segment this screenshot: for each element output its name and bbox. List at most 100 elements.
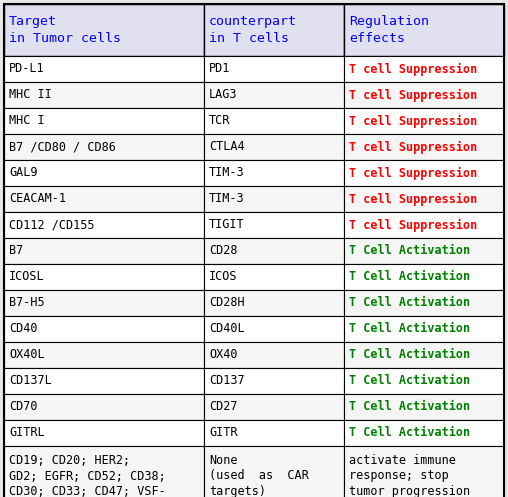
Text: CD40L: CD40L — [209, 323, 245, 335]
Text: B7 /CD80 / CD86: B7 /CD80 / CD86 — [9, 141, 116, 154]
Text: T Cell Activation: T Cell Activation — [349, 401, 470, 414]
Bar — [204, 160, 344, 186]
Text: GAL9: GAL9 — [9, 166, 38, 179]
Text: T Cell Activation: T Cell Activation — [349, 348, 470, 361]
Bar — [204, 56, 344, 82]
Text: T cell Suppression: T cell Suppression — [349, 63, 477, 76]
Bar — [344, 238, 504, 264]
Bar — [4, 342, 204, 368]
Bar — [204, 82, 344, 108]
Bar — [344, 4, 504, 56]
Text: None
(used  as  CAR
targets): None (used as CAR targets) — [209, 454, 309, 497]
Bar — [344, 212, 504, 238]
Bar — [204, 368, 344, 394]
Text: T Cell Activation: T Cell Activation — [349, 323, 470, 335]
Bar — [344, 446, 504, 497]
Text: LAG3: LAG3 — [209, 88, 238, 101]
Bar — [344, 160, 504, 186]
Text: T cell Suppression: T cell Suppression — [349, 219, 477, 232]
Bar — [344, 134, 504, 160]
Bar — [204, 394, 344, 420]
Bar — [204, 264, 344, 290]
Bar — [4, 446, 204, 497]
Text: CD27: CD27 — [209, 401, 238, 414]
Text: OX40: OX40 — [209, 348, 238, 361]
Bar — [4, 82, 204, 108]
Bar — [4, 160, 204, 186]
Text: CTLA4: CTLA4 — [209, 141, 245, 154]
Bar — [344, 82, 504, 108]
Text: T cell Suppression: T cell Suppression — [349, 88, 477, 101]
Bar — [344, 316, 504, 342]
Bar — [344, 368, 504, 394]
Text: B7-H5: B7-H5 — [9, 297, 45, 310]
Bar — [4, 4, 204, 56]
Text: OX40L: OX40L — [9, 348, 45, 361]
Bar — [4, 238, 204, 264]
Text: TIM-3: TIM-3 — [209, 166, 245, 179]
Bar — [204, 238, 344, 264]
Bar — [204, 420, 344, 446]
Bar — [4, 108, 204, 134]
Bar — [4, 290, 204, 316]
Text: CD137L: CD137L — [9, 375, 52, 388]
Text: MHC I: MHC I — [9, 114, 45, 128]
Text: CEACAM-1: CEACAM-1 — [9, 192, 66, 205]
Bar — [344, 108, 504, 134]
Text: CD40: CD40 — [9, 323, 38, 335]
Bar — [204, 108, 344, 134]
Bar — [204, 342, 344, 368]
Text: GITR: GITR — [209, 426, 238, 439]
Bar — [344, 342, 504, 368]
Text: CD19; CD20; HER2;
GD2; EGFR; CD52; CD38;
CD30; CD33; CD47; VSF-
1; CCL-2; GPC3; : CD19; CD20; HER2; GD2; EGFR; CD52; CD38;… — [9, 454, 166, 497]
Text: CD28: CD28 — [209, 245, 238, 257]
Text: T Cell Activation: T Cell Activation — [349, 297, 470, 310]
Bar — [344, 264, 504, 290]
Text: TCR: TCR — [209, 114, 230, 128]
Bar — [204, 186, 344, 212]
Bar — [204, 134, 344, 160]
Text: Target
in Tumor cells: Target in Tumor cells — [9, 15, 121, 45]
Bar — [4, 394, 204, 420]
Bar — [204, 316, 344, 342]
Bar — [344, 420, 504, 446]
Text: T cell Suppression: T cell Suppression — [349, 114, 477, 128]
Text: TIM-3: TIM-3 — [209, 192, 245, 205]
Bar — [4, 264, 204, 290]
Text: ICOSL: ICOSL — [9, 270, 45, 283]
Bar — [204, 290, 344, 316]
Text: counterpart
in T cells: counterpart in T cells — [209, 15, 297, 45]
Bar — [4, 186, 204, 212]
Text: PD-L1: PD-L1 — [9, 63, 45, 76]
Text: GITRL: GITRL — [9, 426, 45, 439]
Text: Regulation
effects: Regulation effects — [349, 15, 429, 45]
Text: T cell Suppression: T cell Suppression — [349, 192, 477, 206]
Text: T Cell Activation: T Cell Activation — [349, 375, 470, 388]
Bar — [204, 4, 344, 56]
Text: MHC II: MHC II — [9, 88, 52, 101]
Text: T Cell Activation: T Cell Activation — [349, 270, 470, 283]
Text: activate immune
response; stop
tumor progression
when blockage of
those targets: activate immune response; stop tumor pro… — [349, 454, 470, 497]
Bar — [4, 212, 204, 238]
Bar — [4, 316, 204, 342]
Text: CD137: CD137 — [209, 375, 245, 388]
Bar — [204, 212, 344, 238]
Text: T cell Suppression: T cell Suppression — [349, 166, 477, 179]
Text: PD1: PD1 — [209, 63, 230, 76]
Text: T Cell Activation: T Cell Activation — [349, 426, 470, 439]
Bar — [4, 368, 204, 394]
Bar — [4, 134, 204, 160]
Bar — [344, 290, 504, 316]
Bar — [344, 56, 504, 82]
Text: ICOS: ICOS — [209, 270, 238, 283]
Text: T cell Suppression: T cell Suppression — [349, 141, 477, 154]
Text: T Cell Activation: T Cell Activation — [349, 245, 470, 257]
Bar — [344, 186, 504, 212]
Bar — [344, 394, 504, 420]
Text: CD28H: CD28H — [209, 297, 245, 310]
Bar — [4, 56, 204, 82]
Bar — [204, 446, 344, 497]
Text: B7: B7 — [9, 245, 23, 257]
Text: CD70: CD70 — [9, 401, 38, 414]
Bar — [4, 420, 204, 446]
